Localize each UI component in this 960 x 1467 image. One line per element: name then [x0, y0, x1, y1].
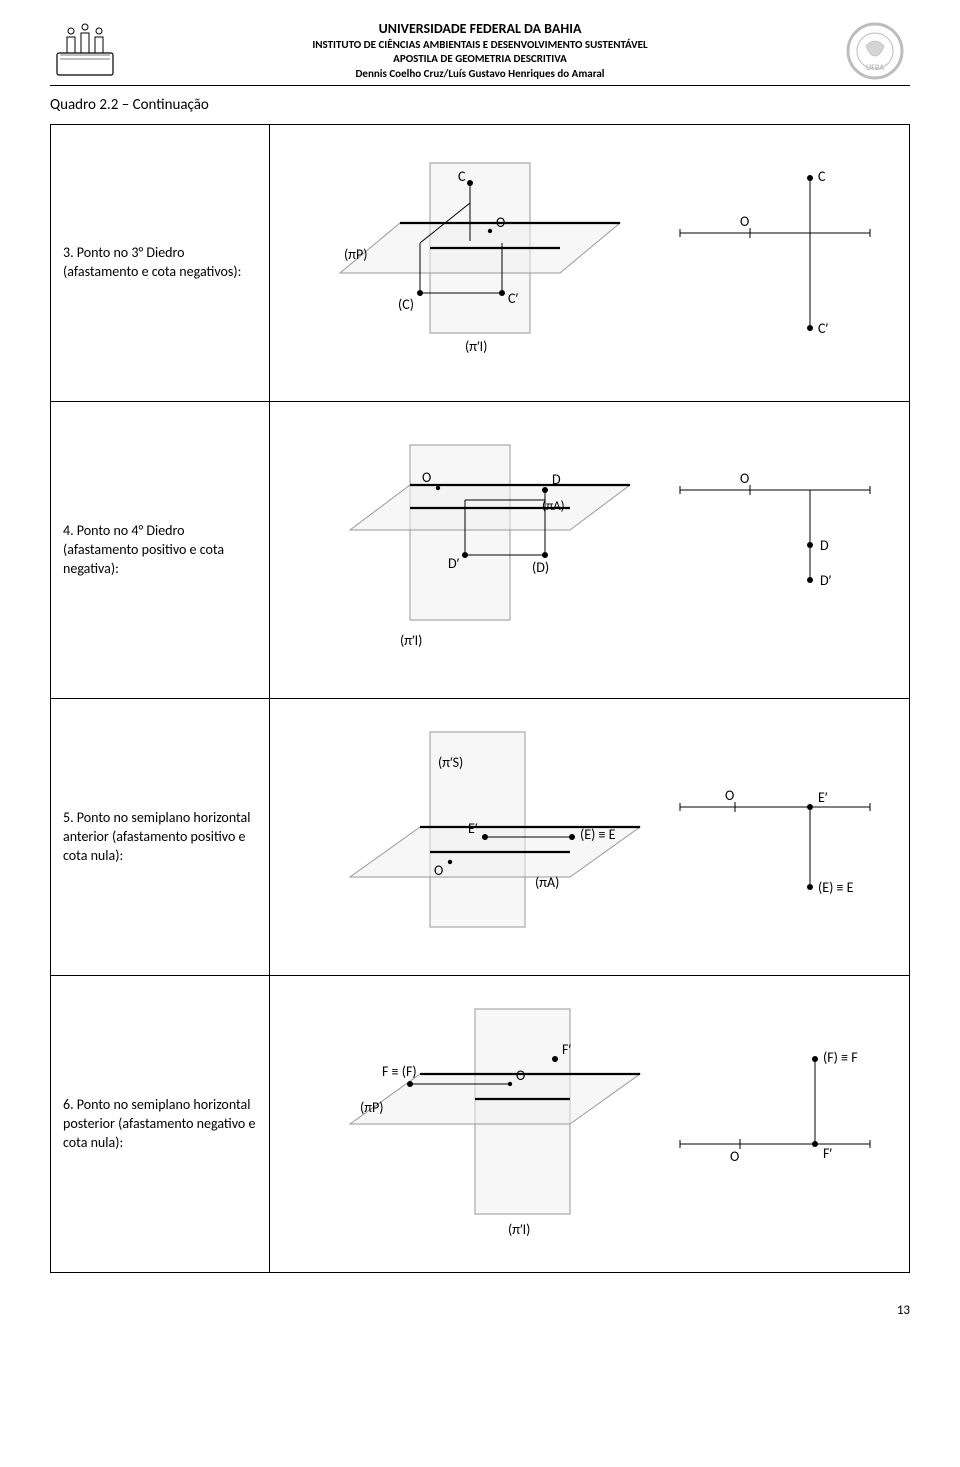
label-Cp: C′ — [508, 290, 518, 307]
label-piP: (πP) — [344, 246, 367, 263]
row-description: 4. Ponto no 4° Diedro (afastamento posit… — [51, 402, 270, 699]
epure-EeqE: (E) ≡ E — [818, 879, 854, 896]
label-D: D — [552, 471, 561, 488]
table-row: 5. Ponto no semiplano horizontal anterio… — [51, 699, 910, 976]
label-Ep: E′ — [468, 820, 478, 837]
section-title: Quadro 2.2 – Continuação — [50, 96, 910, 114]
label-piS: (π′S) — [438, 754, 463, 771]
header-line-3: APOSTILA DE GEOMETRIA DESCRITIVA — [120, 52, 840, 66]
header-line-4: Dennis Coelho Cruz/Luís Gustavo Henrique… — [120, 67, 840, 81]
label-O: O — [434, 862, 443, 879]
epure-O: O — [730, 1148, 739, 1165]
epure-Dp: D′ — [820, 572, 832, 589]
table-row: 6. Ponto no semiplano horizontal posteri… — [51, 976, 910, 1273]
table-row: 3. Ponto no 3° Diedro (afastamento e cot… — [51, 125, 910, 402]
table-row: 4. Ponto no 4° Diedro (afastamento posit… — [51, 402, 910, 699]
page-header: UNIVERSIDADE FEDERAL DA BAHIA INSTITUTO … — [50, 20, 910, 86]
label-EeqE: (E) ≡ E — [580, 826, 616, 843]
ufba-seal-icon: UFBA — [840, 21, 910, 81]
label-O: O — [422, 469, 431, 486]
label-piI: (π′I) — [465, 338, 487, 355]
header-line-2: INSTITUTO DE CIÊNCIAS AMBIENTAIS E DESEN… — [120, 38, 840, 52]
content-table: 3. Ponto no 3° Diedro (afastamento e cot… — [50, 124, 910, 1273]
row-figure-cell: O D (πA) D′ (D) (π′I) O D D′ — [270, 402, 910, 699]
row-figure-cell: F ≡ (F) O F′ (πP) (π′I) O F′ (F) ≡ F — [270, 976, 910, 1273]
epure-Fp: F′ — [823, 1145, 832, 1162]
label-Dp: D′ — [448, 555, 460, 572]
label-FeqF: F ≡ (F) — [382, 1063, 417, 1080]
label-C: C — [458, 168, 466, 185]
label-Dparen: (D) — [532, 559, 549, 576]
label-O: O — [496, 214, 505, 231]
epure-D: D — [820, 537, 829, 554]
epure-Ep: E′ — [818, 789, 828, 806]
label-piP: (πP) — [360, 1099, 383, 1116]
university-crest-icon — [50, 21, 120, 81]
label-piI: (π′I) — [508, 1221, 530, 1238]
label-Fp: F′ — [562, 1041, 571, 1058]
row-description: 5. Ponto no semiplano horizontal anterio… — [51, 699, 270, 976]
diagram-row-5: (π′S) E′ O (E) ≡ E (πA) O E′ (E) ≡ E — [290, 717, 890, 957]
epure-O: O — [740, 213, 749, 230]
diagram-row-3: C O (C) C′ (πP) (π′I) O C C′ — [290, 143, 890, 383]
svg-text:UFBA: UFBA — [866, 63, 884, 73]
epure-Cp: C′ — [818, 320, 828, 337]
epure-FeqF: (F) ≡ F — [823, 1049, 858, 1066]
label-O: O — [516, 1067, 525, 1084]
row-description: 6. Ponto no semiplano horizontal posteri… — [51, 976, 270, 1273]
label-piI: (π′I) — [400, 632, 422, 649]
epure-C: C — [818, 168, 826, 185]
row-figure-cell: (π′S) E′ O (E) ≡ E (πA) O E′ (E) ≡ E — [270, 699, 910, 976]
diagram-row-4: O D (πA) D′ (D) (π′I) O D D′ — [290, 420, 890, 680]
diagram-row-6: F ≡ (F) O F′ (πP) (π′I) O F′ (F) ≡ F — [290, 994, 890, 1254]
label-Cparen: (C) — [398, 296, 414, 313]
row-figure-cell: C O (C) C′ (πP) (π′I) O C C′ — [270, 125, 910, 402]
epure-O: O — [740, 470, 749, 487]
label-piA: (πA) — [535, 874, 559, 891]
row-description: 3. Ponto no 3° Diedro (afastamento e cot… — [51, 125, 270, 402]
header-text-block: UNIVERSIDADE FEDERAL DA BAHIA INSTITUTO … — [120, 20, 840, 81]
epure-O: O — [725, 787, 734, 804]
header-line-1: UNIVERSIDADE FEDERAL DA BAHIA — [120, 20, 840, 38]
page-number: 13 — [50, 1303, 910, 1318]
